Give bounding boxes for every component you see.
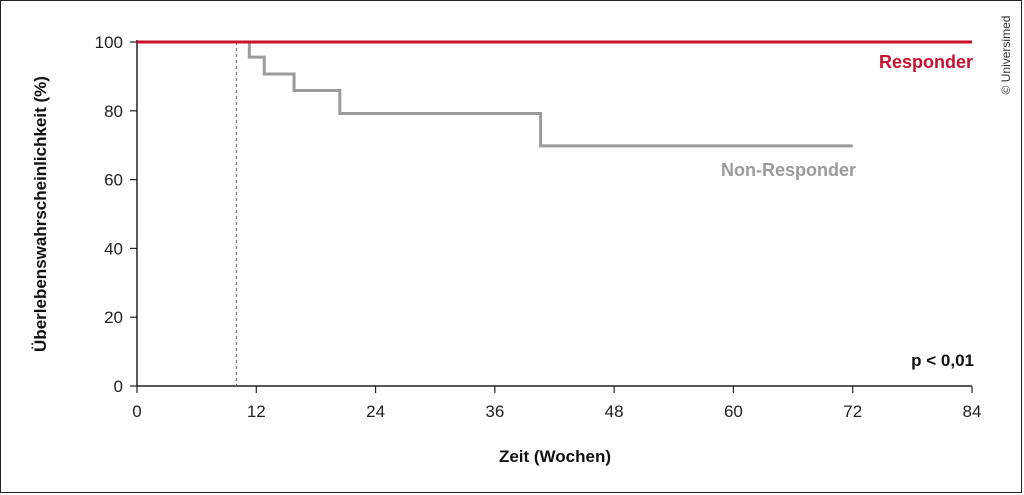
series-line-non-responder bbox=[137, 40, 853, 148]
y-tick-label: 80 bbox=[104, 102, 123, 121]
x-tick-label: 36 bbox=[485, 402, 504, 421]
y-tick-label: 0 bbox=[114, 377, 123, 396]
x-tick-label: 72 bbox=[843, 402, 862, 421]
p-value-annotation: p < 0,01 bbox=[911, 351, 974, 370]
legend-responder: Responder bbox=[879, 52, 973, 72]
x-axis-title: Zeit (Wochen) bbox=[499, 447, 611, 466]
x-tick-label: 24 bbox=[366, 402, 385, 421]
x-tick-label: 0 bbox=[132, 402, 141, 421]
y-tick-label: 100 bbox=[95, 33, 123, 52]
y-tick-label: 20 bbox=[104, 308, 123, 327]
y-tick-label: 40 bbox=[104, 239, 123, 258]
axes-layer: 0 20 40 60 80 100 0 12 24 36 48 60 72 84 bbox=[95, 33, 982, 421]
series-layer bbox=[137, 40, 972, 148]
x-tick-label: 12 bbox=[247, 402, 266, 421]
y-tick-label: 60 bbox=[104, 171, 123, 190]
y-axis-title: Überlebenswahrscheinlichkeit (%) bbox=[31, 76, 50, 352]
x-tick-label: 60 bbox=[724, 402, 743, 421]
x-tick-label: 48 bbox=[605, 402, 624, 421]
copyright-credit: © Universimed bbox=[999, 16, 1013, 95]
x-tick-label: 84 bbox=[963, 402, 982, 421]
legend-non-responder: Non-Responder bbox=[721, 160, 856, 180]
